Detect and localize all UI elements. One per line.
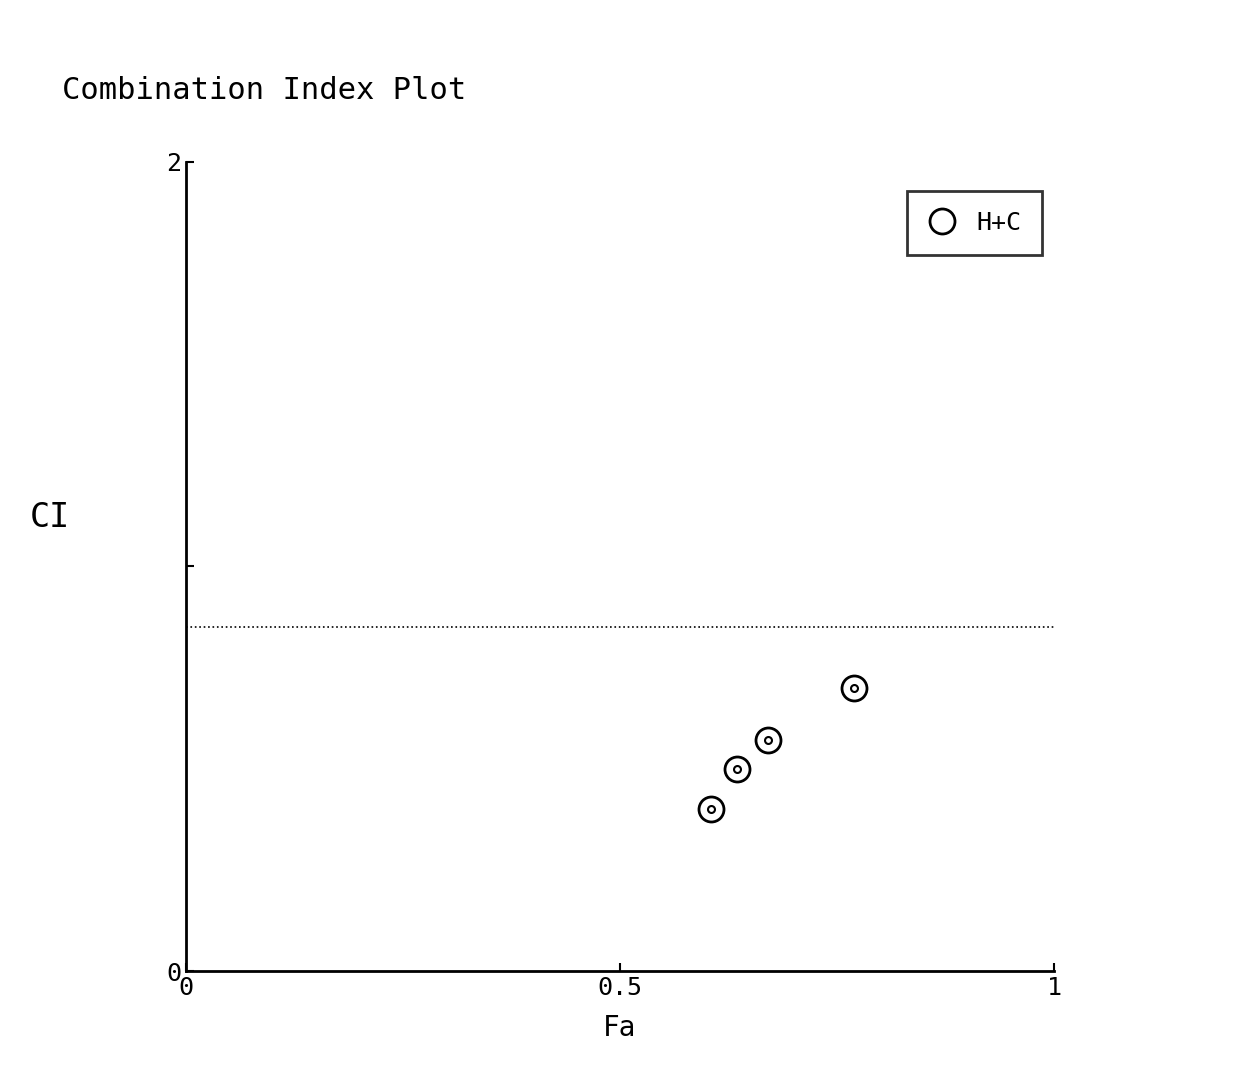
H+C	[760, 734, 775, 747]
Line: H+C: H+C	[698, 675, 867, 822]
H+C	[847, 682, 862, 695]
X-axis label: Fa: Fa	[603, 1014, 637, 1042]
Legend: H+C: H+C	[906, 191, 1042, 255]
Text: CI: CI	[30, 502, 69, 534]
Text: Combination Index Plot: Combination Index Plot	[62, 76, 466, 105]
H+C	[729, 762, 744, 775]
H+C	[704, 803, 719, 816]
